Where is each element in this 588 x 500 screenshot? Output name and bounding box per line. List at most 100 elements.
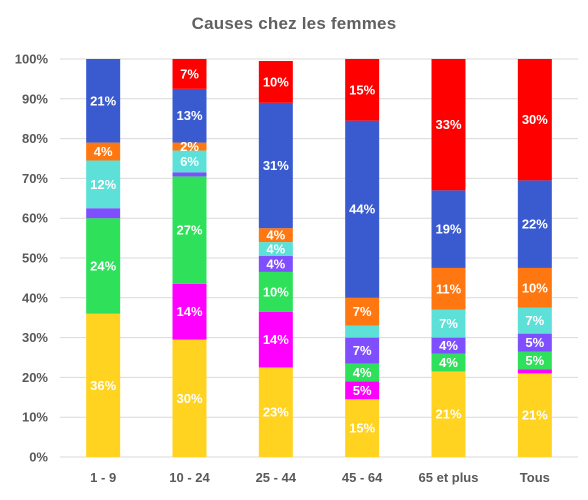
data-label: 13%: [176, 108, 202, 123]
data-label: 33%: [435, 117, 461, 132]
y-tick-label: 50%: [22, 251, 48, 266]
bar-segment: [431, 337, 466, 354]
bar-segment: [345, 337, 380, 364]
data-label: 22%: [522, 217, 548, 232]
bar-segment: [86, 313, 121, 457]
data-label: 12%: [90, 177, 116, 192]
grid-layer: [60, 58, 578, 458]
data-label: 30%: [522, 112, 548, 127]
y-tick-label: 30%: [22, 330, 48, 345]
data-label: 6%: [180, 154, 199, 169]
x-tick-label: 25 - 44: [256, 470, 297, 485]
y-tick-label: 70%: [22, 171, 48, 186]
bar-segment: [86, 218, 121, 314]
data-label: 44%: [349, 202, 375, 217]
x-tick-label: 65 et plus: [419, 470, 479, 485]
y-tick-label: 60%: [22, 211, 48, 226]
data-label: 4%: [266, 228, 285, 243]
y-tick-label: 20%: [22, 370, 48, 385]
data-label: 7%: [353, 304, 372, 319]
data-label: 30%: [176, 391, 202, 406]
bar-segment: [172, 150, 207, 173]
bar-segment: [258, 256, 293, 272]
bar-segment: [172, 283, 207, 340]
data-label: 4%: [353, 365, 372, 380]
y-tick-label: 0%: [29, 450, 48, 465]
data-label: 5%: [353, 383, 372, 398]
bar-segment: [258, 367, 293, 457]
data-label: 15%: [349, 421, 375, 436]
x-tick-label: Tous: [520, 470, 550, 485]
data-label: 19%: [435, 222, 461, 237]
data-label: 36%: [90, 378, 116, 393]
data-label: 7%: [439, 316, 458, 331]
bar-segment: [345, 120, 380, 298]
bar-segment: [345, 59, 380, 121]
chart-title: Causes chez les femmes: [191, 14, 397, 33]
data-label: 4%: [439, 355, 458, 370]
axis-layer: 0% 10% 20% 30% 40% 50% 60% 70% 80% 90% 100% 1 - 9 10…: [15, 52, 550, 486]
data-label: 10%: [263, 284, 289, 299]
bar-segment: [258, 271, 293, 312]
bar-segment: [431, 190, 466, 268]
bar-segment: [517, 267, 552, 308]
bar-segment: [172, 172, 207, 177]
data-label: 4%: [266, 256, 285, 271]
data-label: 5%: [525, 335, 544, 350]
data-label: 10%: [522, 280, 548, 295]
bar-segment: [86, 59, 121, 143]
bar-segment: [431, 371, 466, 457]
bar-segment: [431, 353, 466, 372]
y-tick-label: 10%: [22, 410, 48, 425]
data-label: 7%: [525, 313, 544, 328]
data-label: 11%: [436, 281, 462, 296]
data-label: 15%: [349, 82, 375, 97]
bar-segment: [517, 369, 552, 374]
bar-segment: [345, 363, 380, 382]
bar-segment: [172, 142, 207, 151]
bar-segment: [345, 297, 380, 326]
bar-segment: [258, 102, 293, 229]
bar-segment: [172, 88, 207, 143]
data-label-layer: 36% 24% 12% 4% 21% 30% 14% 27% 6%2% 13% 7% 23% 14% 10…: [90, 66, 548, 435]
bar-layer: [86, 59, 552, 457]
bar-segment: [517, 59, 552, 181]
bar-segment: [517, 333, 552, 352]
bar-segment: [172, 176, 207, 284]
bar-segment: [258, 242, 293, 257]
bar-segment: [258, 60, 293, 103]
y-tick-label: 80%: [22, 131, 48, 146]
y-tick-label: 90%: [22, 91, 48, 106]
data-label: 7%: [353, 343, 372, 358]
data-label: 4%: [439, 338, 458, 353]
bar-segment: [345, 325, 380, 338]
data-label: 10%: [263, 74, 289, 89]
data-label: 14%: [263, 332, 289, 347]
data-label: 2%: [180, 139, 199, 154]
bar-segment: [345, 381, 380, 400]
bar-segment: [172, 339, 207, 457]
bar-segment: [86, 142, 121, 161]
data-label: 31%: [263, 158, 289, 173]
data-label: 21%: [90, 93, 116, 108]
bar-segment: [86, 160, 121, 209]
bar-segment: [172, 59, 207, 89]
bar-segment: [431, 309, 466, 338]
bar-segment: [258, 228, 293, 243]
data-label: 4%: [266, 242, 285, 257]
y-tick-label: 40%: [22, 290, 48, 305]
bar-segment: [431, 59, 466, 191]
x-tick-label: 10 - 24: [169, 470, 210, 485]
data-label: 14%: [176, 304, 202, 319]
data-label: 5%: [525, 353, 544, 368]
data-label: 4%: [94, 144, 113, 159]
data-label: 7%: [180, 66, 199, 81]
data-label: 24%: [90, 258, 116, 273]
data-label: 21%: [522, 408, 548, 423]
bar-segment: [258, 311, 293, 368]
x-tick-label: 1 - 9: [90, 470, 116, 485]
bar-segment: [517, 307, 552, 334]
bar-segment: [431, 267, 466, 310]
